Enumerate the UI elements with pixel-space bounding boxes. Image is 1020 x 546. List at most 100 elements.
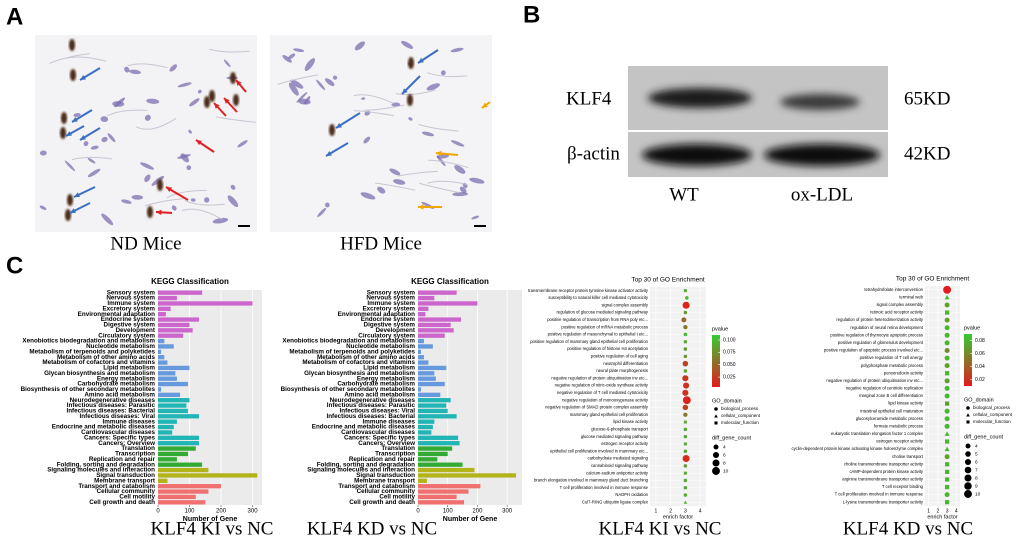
bar	[418, 467, 475, 473]
bar	[158, 360, 168, 365]
bar	[418, 376, 436, 381]
point	[683, 339, 688, 344]
bar	[418, 360, 429, 365]
bar	[158, 392, 181, 397]
y-tick-label: Infectious diseases: Bacterial	[66, 408, 155, 415]
nucleus	[471, 215, 480, 220]
nucleus	[360, 192, 376, 200]
caption: HFD Mice	[340, 233, 422, 254]
size-key	[712, 451, 720, 459]
size-key	[713, 444, 719, 450]
bar	[418, 489, 469, 494]
nucleus	[177, 82, 192, 88]
y-tick-label: Metabolism of terpenoids and polyketides	[29, 348, 155, 355]
bar	[158, 349, 162, 354]
point	[682, 404, 689, 411]
bar	[158, 365, 190, 371]
bar	[418, 349, 421, 354]
bar	[418, 478, 427, 483]
bar	[418, 408, 448, 414]
y-tick-label: estrogen receptor activity	[601, 441, 649, 446]
y-tick-label: marginal zone B cell differentiation	[859, 393, 924, 398]
x-tick-label: 300	[502, 509, 513, 515]
point	[683, 289, 687, 293]
stained-cell	[147, 206, 153, 218]
y-tick-label: T cell proliferation involved in immune …	[560, 485, 649, 490]
y-tick-label: positive regulation of transcription fro…	[547, 317, 648, 322]
x-axis-label: enrich factor	[927, 514, 957, 520]
micrograph	[270, 35, 492, 232]
nucleus	[288, 53, 296, 60]
size-key	[965, 451, 971, 457]
y-tick-label: estrogen receptor activity	[876, 439, 924, 444]
y-tick-label: intestinal epithelial cell maturation	[860, 408, 923, 413]
bar	[158, 398, 190, 403]
bar	[418, 414, 457, 419]
bar	[158, 414, 199, 419]
plot-background	[650, 287, 706, 506]
point	[714, 407, 718, 411]
x-axis-label: Number of Gene	[443, 516, 498, 523]
y-tick-label: retinoic acid receptor activity	[870, 310, 924, 315]
caption: KLF4 KI vs NC	[151, 518, 274, 539]
point	[944, 446, 950, 452]
nucleus	[401, 40, 414, 49]
point	[683, 324, 688, 330]
bar	[158, 478, 168, 483]
bar	[158, 473, 258, 478]
size-label: 65KD	[904, 88, 950, 109]
legend-label: 4	[975, 443, 978, 449]
y-tick-label: positive regulation of thymocyte apoptot…	[830, 332, 923, 337]
y-tick-label: regulation of neural retina development	[850, 325, 923, 330]
nucleus	[237, 140, 248, 148]
legend-label: 10	[723, 468, 729, 474]
y-tick-label: Nervous system	[106, 295, 155, 302]
nucleus	[436, 155, 446, 167]
legend-label: biological_process	[721, 406, 759, 411]
bar	[158, 387, 162, 392]
point	[944, 393, 950, 399]
size-key	[964, 458, 972, 466]
y-tick-label: Infectious diseases: Viral	[340, 408, 416, 415]
y-tick-label: lipid kinase activity	[888, 401, 924, 406]
bar	[158, 408, 188, 414]
fiber	[428, 159, 469, 169]
y-tick-label: Membrane transport	[94, 477, 156, 484]
y-tick-label: Immune diseases	[103, 418, 156, 425]
nucleus	[361, 97, 366, 100]
fiber	[419, 182, 460, 194]
bar	[158, 376, 177, 381]
y-tick-label: positive regulation of T cell anergy	[860, 355, 924, 360]
size-key	[965, 443, 971, 449]
point	[944, 355, 950, 361]
nucleus	[124, 66, 130, 73]
y-tick-label: Transcription	[115, 451, 155, 458]
y-tick-label: positive regulation of mRNA metabolic pr…	[561, 324, 648, 329]
arrow-head	[418, 204, 424, 210]
point	[944, 492, 950, 498]
legend-title: diff_gene_count	[964, 434, 1004, 440]
point	[944, 401, 950, 406]
y-tick-label: Endocrine and metabolic diseases	[312, 424, 416, 431]
nucleus	[332, 75, 338, 80]
bar	[158, 462, 203, 467]
x-tick-label: 1	[655, 508, 658, 514]
nucleus	[131, 194, 144, 200]
y-tick-label: Sensory system	[367, 289, 416, 296]
y-tick-label: Signaling molecules and interaction	[47, 467, 155, 474]
y-tick-label: Biosynthesis of other secondary metaboli…	[21, 386, 156, 393]
legend-title: pvalue	[964, 325, 980, 331]
stained-cell	[408, 57, 414, 69]
arrow-head	[166, 187, 172, 192]
y-tick-label: arginine transmembrane transporter activ…	[842, 477, 924, 482]
point	[714, 421, 718, 425]
point	[682, 389, 689, 396]
stained-cell	[67, 194, 73, 206]
y-tick-label: negative regulation of protein ubiquitin…	[826, 378, 923, 383]
bar	[418, 392, 441, 397]
bar	[418, 451, 448, 457]
y-tick-label: carbohydrate mediated signaling	[587, 456, 648, 461]
y-tick-label: calcium-sodium antiporter activity	[586, 470, 649, 475]
y-tick-label: negative regulation of monooxygenase act…	[562, 397, 649, 402]
